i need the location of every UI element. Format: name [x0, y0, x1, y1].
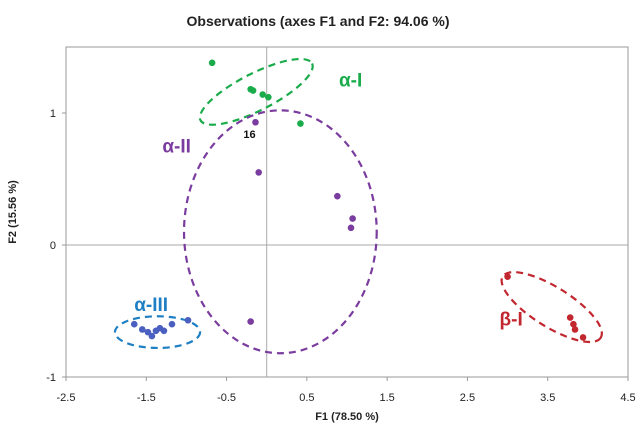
group-label: α-III [134, 295, 168, 316]
data-point [252, 118, 259, 126]
data-point [349, 215, 356, 222]
data-point [504, 273, 511, 280]
y-tick-label: -1 [46, 372, 56, 384]
x-tick-label: -1.5 [137, 392, 156, 404]
group-ellipse [198, 57, 314, 126]
group-labels: α-I α-II α-III β-I [134, 71, 523, 331]
data-point [334, 192, 341, 200]
plot-frame [65, 46, 629, 378]
data-point [566, 314, 574, 321]
x-tick-label: 3.5 [540, 392, 555, 404]
y-axis-title: F2 (15.56 %) [7, 180, 19, 244]
data-point [168, 320, 176, 328]
x-tick-label: 4.5 [620, 392, 635, 404]
y-tick-label: 1 [50, 108, 56, 120]
data-point [148, 332, 156, 340]
group-label: α-I [339, 71, 362, 92]
group-ellipse [182, 109, 378, 355]
x-tick-label: 1.5 [379, 392, 394, 404]
x-tick-label: -2.5 [57, 392, 76, 404]
group-ellipse [113, 315, 202, 350]
group-label: β-I [500, 310, 523, 331]
data-point [130, 320, 138, 328]
data-point [249, 87, 257, 94]
data-point [255, 169, 262, 176]
data-point [579, 334, 587, 341]
data-point [144, 328, 152, 336]
data-point [265, 93, 272, 101]
group-ellipses [113, 57, 603, 355]
data-point [347, 224, 355, 232]
data-point [259, 91, 267, 98]
y-tick-labels: -1 0 1 [46, 108, 66, 384]
data-point [297, 120, 304, 127]
point-label: 16 [243, 129, 255, 141]
data-point [208, 59, 216, 67]
x-tick-label: -0.5 [217, 392, 236, 404]
group-label: α-II [162, 137, 191, 158]
data-point [138, 326, 146, 333]
data-points: 16 [130, 59, 587, 341]
chart-title: Observations (axes F1 and F2: 94.06 %) [187, 13, 450, 29]
x-tick-labels: -2.5 -1.5 -0.5 0.5 1.5 2.5 3.5 4.5 [57, 377, 636, 404]
data-point [184, 316, 192, 324]
data-point [247, 318, 254, 325]
data-point [160, 327, 168, 335]
data-point [570, 320, 577, 328]
x-tick-label: 2.5 [460, 392, 475, 404]
x-axis-title: F1 (78.50 %) [315, 411, 379, 423]
group-ellipse [500, 271, 603, 344]
x-tick-label: 0.5 [299, 392, 314, 404]
data-point [571, 326, 579, 333]
y-tick-label: 0 [50, 240, 56, 252]
